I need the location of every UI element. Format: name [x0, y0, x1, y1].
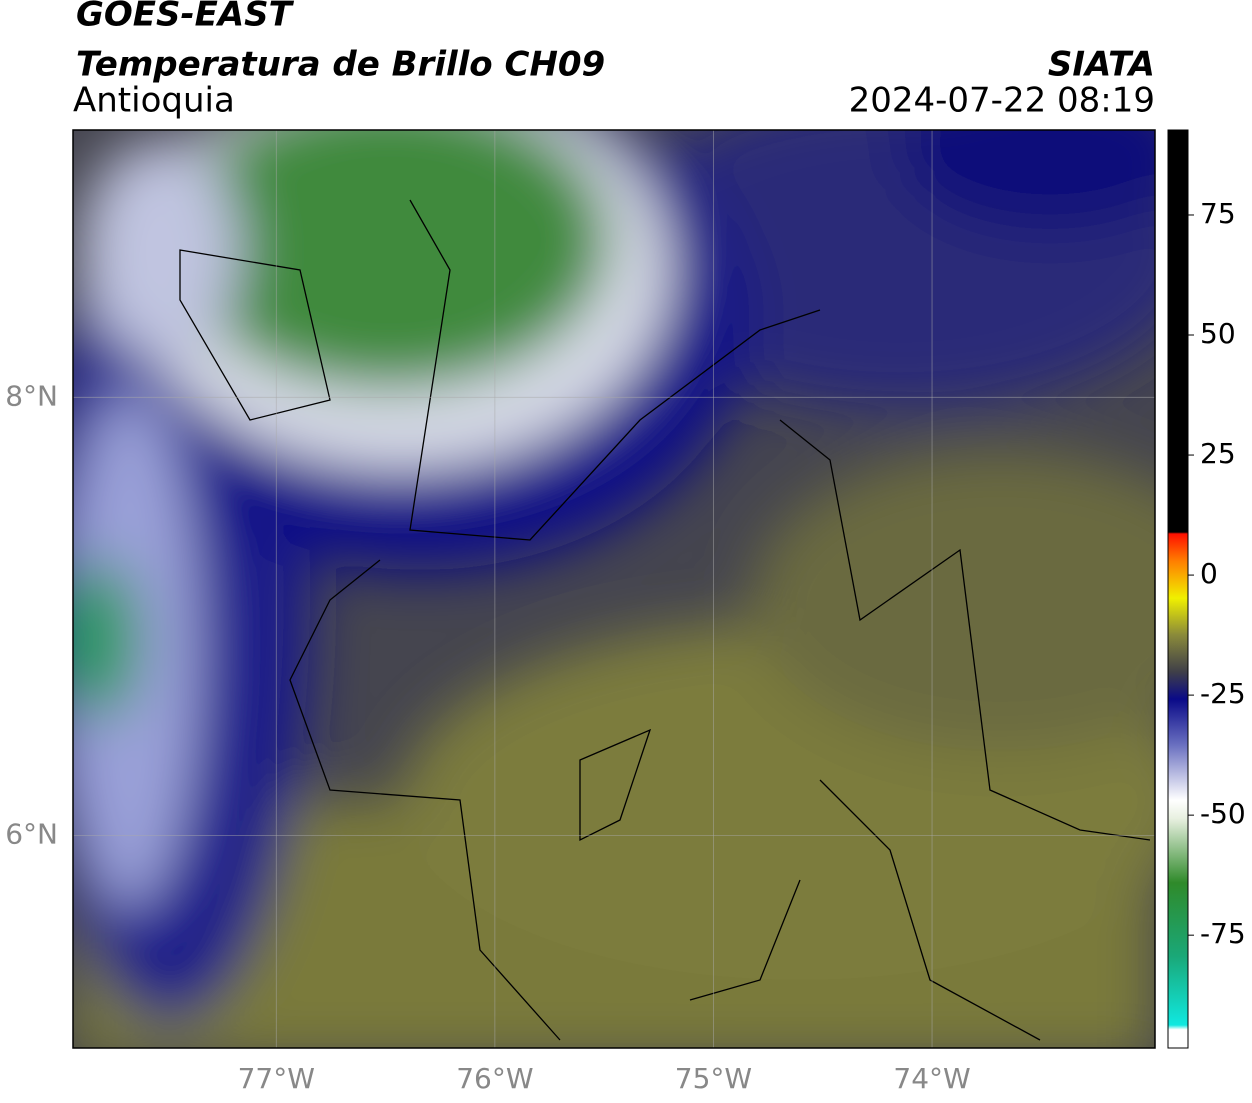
x-tick-label: 77°W — [238, 1062, 315, 1095]
subtitle: Temperatura de Brillo CH09 — [76, 45, 605, 85]
grid — [73, 130, 1155, 1048]
title: GOES-EAST — [76, 0, 295, 35]
y-tick-label: 8°N — [5, 379, 58, 412]
colorbar-tick-label: -50 — [1200, 797, 1246, 830]
datetime: 2024-07-22 08:19 — [849, 81, 1155, 121]
y-tick-label: 6°N — [5, 817, 58, 850]
x-tick-label: 76°W — [456, 1062, 533, 1095]
map-frame — [72, 129, 1156, 1049]
colorbar-tick-label: 50 — [1200, 317, 1236, 350]
x-tick-label: 75°W — [675, 1062, 752, 1095]
region: Antioquia — [73, 81, 235, 121]
x-tick-label: 74°W — [893, 1062, 970, 1095]
source: SIATA — [1048, 45, 1155, 85]
colorbar-tick-label: -75 — [1200, 917, 1246, 950]
colorbar-tick-label: 25 — [1200, 437, 1236, 470]
map-image — [73, 130, 1155, 1048]
colorbar — [1167, 129, 1189, 1049]
colorbar-tick-label: -25 — [1200, 677, 1246, 710]
colorbar-tick-label: 0 — [1200, 557, 1218, 590]
colorbar-tick-label: 75 — [1200, 197, 1236, 230]
